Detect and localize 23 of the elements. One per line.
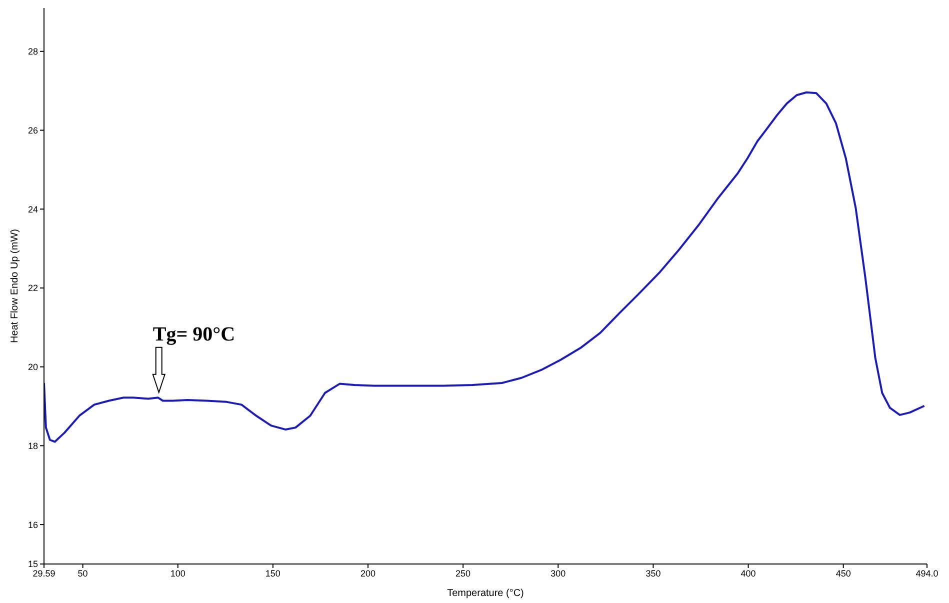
y-tick-label: 20 — [28, 362, 38, 372]
y-tick-label: 24 — [28, 204, 38, 214]
x-tick-label: 150 — [265, 568, 280, 578]
y-tick-label: 16 — [28, 520, 38, 530]
y-tick-label: 28 — [28, 46, 38, 57]
x-tick-label: 450 — [836, 568, 851, 578]
line-series — [44, 91, 926, 443]
annotation: Tg= 90°C — [152, 323, 236, 346]
x-tick-label: 400 — [740, 568, 756, 578]
y-tick-label: 18 — [28, 440, 38, 451]
x-tick-label: 300 — [550, 568, 566, 578]
x-tick-label: 350 — [646, 568, 661, 578]
x-axis-title: Temperature (°C) — [447, 588, 524, 599]
x-tick-label: 29.59 — [32, 568, 56, 578]
y-tick-label: 26 — [28, 125, 38, 136]
y-tick-label: 22 — [28, 283, 38, 294]
y-axis-title: Heat Flow Endo Up (mW) — [10, 229, 21, 343]
x-tick-label: 250 — [456, 568, 471, 578]
y-tick-label: 15 — [28, 559, 38, 570]
x-tick-label: 100 — [170, 568, 186, 578]
x-tick-label: 200 — [360, 568, 376, 578]
x-tick-label: 50 — [78, 568, 88, 578]
x-tick-label: 494.0 — [916, 568, 938, 578]
